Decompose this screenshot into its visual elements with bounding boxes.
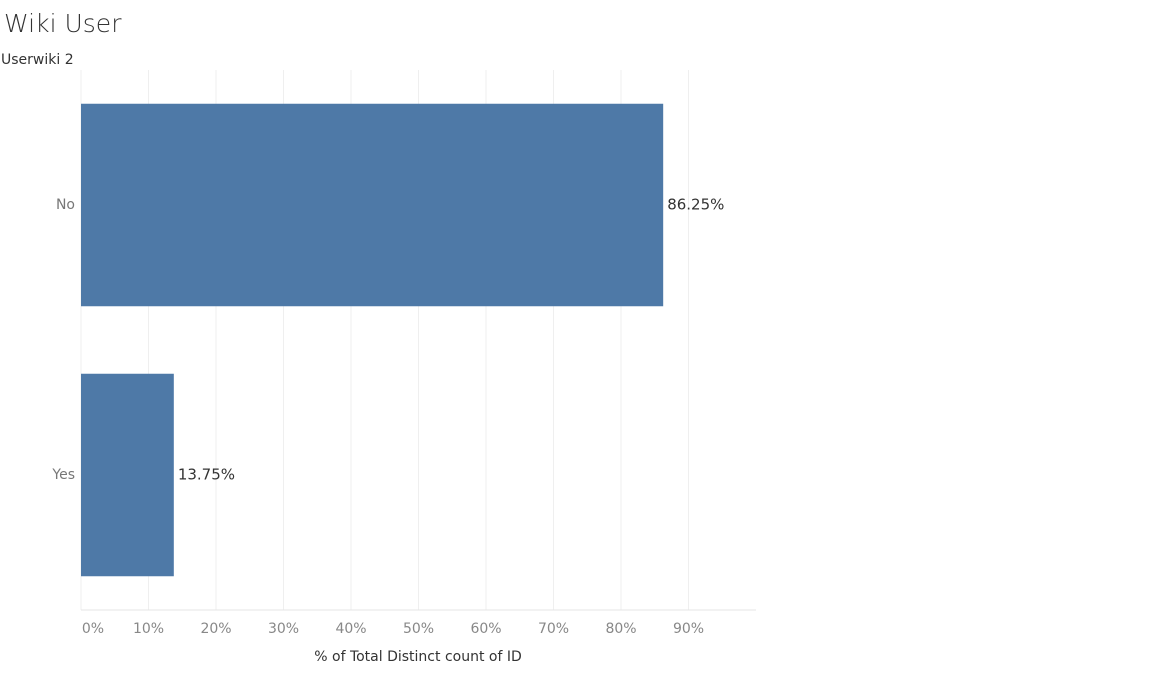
category-label: Yes <box>51 467 75 483</box>
x-tick-label: 30% <box>268 621 299 637</box>
chart-title: Wiki User <box>4 9 122 38</box>
x-tick-label: 90% <box>673 621 704 637</box>
x-tick-label: 20% <box>200 621 231 637</box>
x-axis-label: % of Total Distinct count of ID <box>314 649 522 665</box>
x-tick-label: 60% <box>470 621 501 637</box>
category-label: No <box>56 197 75 213</box>
value-label: 86.25% <box>667 196 724 214</box>
x-tick-label: 40% <box>335 621 366 637</box>
value-label: 13.75% <box>178 466 235 484</box>
x-tick-label: 50% <box>403 621 434 637</box>
x-tick-label: 80% <box>605 621 636 637</box>
row-header: Userwiki 2 <box>1 52 74 68</box>
bar <box>81 373 174 577</box>
bar <box>81 103 664 307</box>
x-tick-label: 10% <box>133 621 164 637</box>
x-tick-label: 0% <box>82 621 104 637</box>
x-tick-label: 70% <box>538 621 569 637</box>
